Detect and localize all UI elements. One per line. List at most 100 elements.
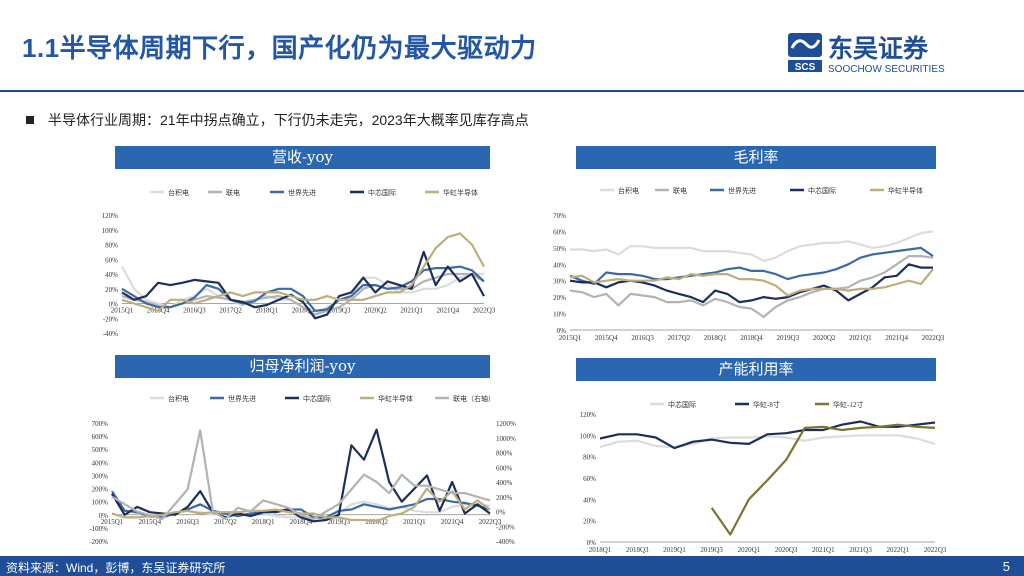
series-line-5 bbox=[121, 232, 485, 312]
series-line-1 bbox=[599, 434, 936, 449]
y2-tick-label: 0% bbox=[496, 509, 506, 517]
x-tick-label: 2020Q2 bbox=[813, 334, 836, 342]
x-tick-label: 2018Q4 bbox=[292, 307, 315, 315]
y-tick-label: 100% bbox=[92, 499, 109, 507]
x-tick-label: 2021Q4 bbox=[885, 334, 908, 342]
y-tick-label: 0% bbox=[99, 512, 109, 520]
y-tick-label: -100% bbox=[89, 525, 108, 533]
logo-name-cn: 东吴证券 bbox=[828, 34, 929, 63]
y2-tick-label: 800% bbox=[496, 450, 513, 458]
y-tick-label: 70% bbox=[553, 212, 566, 220]
x-tick-label: 2022Q3 bbox=[924, 546, 947, 554]
legend-label: 中芯国际 bbox=[668, 400, 696, 409]
x-tick-label: 2017Q2 bbox=[668, 334, 691, 342]
panel-title-utilization: 产能利用率 bbox=[576, 358, 936, 381]
company-logo: SCS 东吴证券 SOOCHOW SECURITIES bbox=[788, 33, 945, 75]
logo-name-en: SOOCHOW SECURITIES bbox=[828, 64, 945, 75]
series-line-5 bbox=[569, 268, 934, 297]
panel-title-revenue: 营收-yoy bbox=[115, 146, 490, 169]
y-tick-label: 40% bbox=[553, 261, 566, 269]
legend-label: 中芯国际 bbox=[303, 394, 331, 403]
x-tick-label: 2022Q3 bbox=[479, 518, 502, 526]
legend-label: 世界先进 bbox=[288, 188, 316, 197]
series-line-3 bbox=[111, 428, 491, 523]
revenue-yoy-chart: 台积电 联电 世界先进 中芯国际 华虹半导体 -40% -20% 0% 20% 40% 60% 80%… bbox=[102, 188, 496, 338]
x-tick-label: 2020Q2 bbox=[364, 307, 387, 315]
legend-label: 台积电 bbox=[618, 186, 639, 195]
y-tick-label: 50% bbox=[553, 245, 566, 253]
y-tick-label: 120% bbox=[580, 411, 597, 419]
x-tick-label: 2018Q4 bbox=[290, 518, 313, 526]
y2-tick-label: 600% bbox=[496, 464, 513, 472]
x-tick-label: 2015Q1 bbox=[101, 518, 124, 526]
y-tick-label: 20% bbox=[105, 286, 118, 294]
x-tick-label: 2021Q4 bbox=[437, 307, 460, 315]
y-tick-label: 20% bbox=[553, 294, 566, 302]
series-line-3 bbox=[710, 423, 936, 536]
y2-tick-label: 200% bbox=[496, 494, 513, 502]
y-tick-label: 30% bbox=[553, 278, 566, 286]
series-line-2 bbox=[111, 490, 491, 519]
legend-label: 台积电 bbox=[168, 188, 189, 197]
y-tick-label: 80% bbox=[583, 454, 596, 462]
y2-tick-label: 1200% bbox=[496, 420, 516, 428]
x-tick-label: 2022Q1 bbox=[886, 546, 909, 554]
series-line-3 bbox=[569, 246, 934, 286]
y-tick-label: -200% bbox=[89, 538, 108, 546]
x-tick-label: 2018Q4 bbox=[740, 334, 763, 342]
x-tick-label: 2021Q3 bbox=[849, 546, 872, 554]
x-tick-label: 2017Q2 bbox=[219, 307, 242, 315]
x-tick-label: 2018Q3 bbox=[626, 546, 649, 554]
x-tick-label: 2020Q1 bbox=[738, 546, 761, 554]
y-tick-label: 80% bbox=[105, 242, 118, 250]
y-tick-label: 120% bbox=[102, 212, 119, 220]
x-tick-label: 2021Q1 bbox=[812, 546, 835, 554]
legend-label: 中芯国际 bbox=[368, 188, 396, 197]
x-tick-label: 2015Q1 bbox=[111, 307, 134, 315]
x-tick-label: 2021Q1 bbox=[403, 518, 426, 526]
y2-tick-label: -400% bbox=[496, 538, 515, 546]
x-tick-label: 2015Q4 bbox=[595, 334, 618, 342]
y-tick-label: -40% bbox=[103, 330, 118, 338]
net-profit-yoy-chart: 台积电 世界先进 中芯国际 华虹半导体 联电（右轴） -200% -100% 0% 100% 20… bbox=[89, 394, 516, 546]
y2-tick-label: 1000% bbox=[496, 435, 516, 443]
x-tick-label: 2018Q1 bbox=[704, 334, 727, 342]
y-tick-label: 60% bbox=[105, 256, 118, 264]
header-rule bbox=[0, 90, 1024, 92]
x-tick-label: 2016Q3 bbox=[176, 518, 199, 526]
x-tick-label: 2018Q1 bbox=[252, 518, 275, 526]
page-number: 5 bbox=[1002, 559, 1010, 574]
legend-label: 华虹-8寸 bbox=[753, 400, 780, 409]
y2-tick-label: 400% bbox=[496, 479, 513, 487]
y-tick-label: 40% bbox=[105, 271, 118, 279]
legend-label: 世界先进 bbox=[728, 186, 756, 195]
legend-label: 世界先进 bbox=[228, 394, 256, 403]
y-tick-label: 400% bbox=[92, 459, 109, 467]
y-tick-label: 0% bbox=[587, 539, 597, 547]
y-tick-label: 200% bbox=[92, 486, 109, 494]
y-tick-label: 600% bbox=[92, 433, 109, 441]
y-tick-label: -20% bbox=[103, 315, 118, 323]
legend-label: 华虹-12寸 bbox=[833, 400, 863, 409]
panel-title-gross-margin: 毛利率 bbox=[576, 146, 936, 169]
series-line-5 bbox=[111, 429, 491, 520]
footer-source: 资料来源：Wind，彭博，东吴证券研究所 bbox=[6, 561, 226, 575]
legend-label: 联电（右轴） bbox=[453, 394, 495, 403]
x-tick-label: 2019Q3 bbox=[328, 518, 351, 526]
x-tick-label: 2019Q3 bbox=[777, 334, 800, 342]
y2-tick-label: -200% bbox=[496, 523, 515, 531]
y-tick-label: 100% bbox=[102, 227, 119, 235]
footer-bar bbox=[0, 556, 1024, 576]
legend-label: 华虹半导体 bbox=[443, 188, 478, 197]
bullet-square-icon bbox=[26, 116, 34, 124]
y-tick-label: 100% bbox=[580, 432, 597, 440]
legend-label: 台积电 bbox=[168, 394, 189, 403]
bullet-point: 半导体行业周期：21年中拐点确立，下行仍未走完，2023年大概率见库存高点 bbox=[26, 110, 529, 130]
legend-label: 华虹半导体 bbox=[888, 186, 923, 195]
series-line-2 bbox=[569, 255, 934, 318]
y-tick-label: 10% bbox=[553, 311, 566, 319]
x-tick-label: 2021Q1 bbox=[400, 307, 423, 315]
y-tick-label: 60% bbox=[583, 475, 596, 483]
x-tick-label: 2022Q3 bbox=[473, 307, 496, 315]
y-tick-label: 0% bbox=[109, 301, 119, 309]
